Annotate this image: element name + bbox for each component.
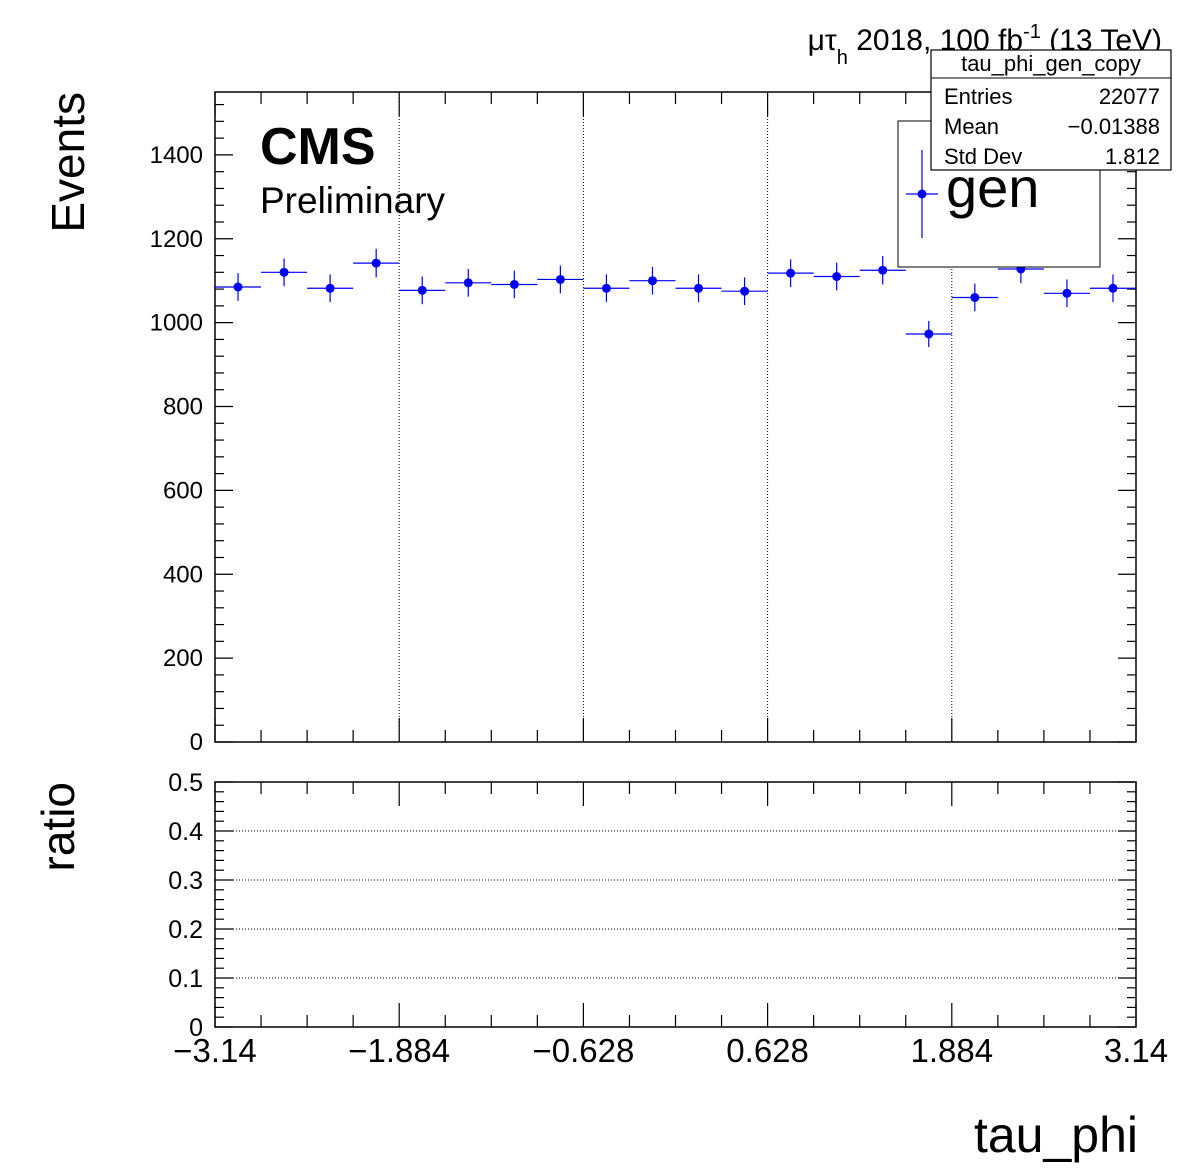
data-point-18	[1043, 279, 1090, 308]
lower-y-tick-label-3: 0.3	[168, 867, 203, 895]
data-point-3-marker	[371, 258, 381, 268]
data-point-9	[629, 266, 676, 295]
stats-stddev-label: Std Dev	[944, 144, 1022, 169]
channel-mu: μτ	[808, 24, 837, 57]
x-tick-label-4: 1.884	[911, 1032, 994, 1069]
data-point-1-marker	[279, 267, 289, 277]
stats-box-frame	[930, 49, 1172, 171]
x-tick-label-0: −3.14	[173, 1032, 257, 1069]
data-point-4-marker	[417, 285, 427, 295]
data-point-2-marker	[325, 283, 335, 293]
x-tick-label-2: −0.628	[532, 1032, 634, 1069]
lower-ticks	[214, 781, 1137, 1028]
x-tick-label-3: 0.628	[726, 1032, 809, 1069]
data-point-2	[307, 274, 354, 303]
upper-y-tick-labels: 0 200 400 600 800 1000 1200 1400	[150, 142, 203, 756]
cms-label: CMS	[260, 118, 376, 176]
lumi-sup: -1	[1023, 21, 1041, 43]
lower-y-axis-title: ratio	[32, 782, 84, 871]
lower-frame	[214, 781, 1137, 1028]
stats-mean-value: −0.01388	[1068, 114, 1160, 139]
lower-y-tick-label-5: 0.5	[168, 769, 203, 797]
data-point-7-marker	[555, 274, 565, 284]
data-point-15-marker	[924, 329, 934, 339]
data-point-1	[261, 258, 308, 287]
data-point-8-marker	[601, 283, 611, 293]
x-tick-label-1: −1.884	[348, 1032, 450, 1069]
data-point-19	[1089, 274, 1136, 303]
legend-marker	[917, 189, 927, 199]
lower-grid	[215, 830, 1136, 979]
data-point-6	[491, 270, 538, 299]
data-point-0-marker	[233, 282, 243, 292]
upper-y-tick-label-2: 400	[163, 561, 203, 588]
x-axis-title: tau_phi	[974, 1107, 1138, 1163]
upper-y-tick-label-5: 1000	[150, 310, 203, 337]
stats-entries-label: Entries	[944, 84, 1012, 109]
data-point-9-marker	[647, 276, 657, 286]
upper-y-tick-label-4: 800	[163, 394, 203, 421]
lower-y-tick-labels: 0 0.1 0.2 0.3 0.4 0.5	[168, 769, 203, 1042]
x-tick-labels: −3.14 −1.884 −0.628 0.628 1.884 3.14	[173, 1032, 1168, 1069]
data-point-18-marker	[1062, 288, 1072, 298]
upper-y-tick-label-3: 600	[163, 477, 203, 504]
lower-y-tick-label-0: 0	[189, 1014, 203, 1042]
data-point-4	[399, 276, 446, 305]
data-point-10-marker	[694, 283, 704, 293]
lower-y-tick-label-2: 0.2	[168, 916, 203, 944]
stats-title: tau_phi_gen_copy	[961, 51, 1141, 76]
stats-mean-label: Mean	[944, 114, 999, 139]
lower-y-tick-label-1: 0.1	[168, 965, 203, 993]
data-point-7	[537, 265, 584, 294]
data-point-11	[721, 277, 768, 306]
upper-y-tick-label-7: 1400	[150, 142, 203, 169]
data-point-12	[767, 259, 814, 287]
data-point-13	[813, 262, 860, 291]
stats-box: tau_phi_gen_copy Entries 22077 Mean −0.0…	[930, 49, 1172, 171]
upper-y-axis-title: Events	[42, 92, 94, 233]
upper-y-tick-label-0: 0	[190, 729, 203, 756]
channel-sub: h	[837, 47, 848, 69]
data-point-5-marker	[463, 278, 473, 288]
data-point-5	[445, 268, 492, 297]
data-point-10	[675, 274, 722, 303]
lower-y-tick-label-4: 0.4	[168, 818, 203, 846]
data-point-13-marker	[832, 272, 842, 282]
data-point-0	[215, 273, 262, 301]
data-point-8	[583, 274, 630, 303]
upper-frame	[214, 91, 1137, 743]
upper-data-points	[215, 248, 1136, 347]
data-point-16-marker	[970, 292, 980, 302]
data-point-19-marker	[1108, 283, 1118, 293]
cms-sublabel: Preliminary	[260, 180, 446, 221]
upper-grid	[398, 92, 953, 742]
data-point-11-marker	[740, 286, 750, 296]
data-point-14-marker	[878, 265, 888, 275]
data-point-15	[905, 320, 952, 347]
stats-entries-value: 22077	[1099, 84, 1160, 109]
data-point-3	[353, 248, 400, 278]
upper-y-tick-label-1: 200	[163, 645, 203, 672]
x-tick-label-5: 3.14	[1104, 1032, 1168, 1069]
data-point-12-marker	[786, 268, 796, 278]
data-point-16	[951, 283, 998, 312]
data-point-14	[859, 255, 906, 285]
data-point-6-marker	[509, 279, 519, 289]
stats-stddev-value: 1.812	[1105, 144, 1160, 169]
upper-y-tick-label-6: 1200	[150, 226, 203, 253]
